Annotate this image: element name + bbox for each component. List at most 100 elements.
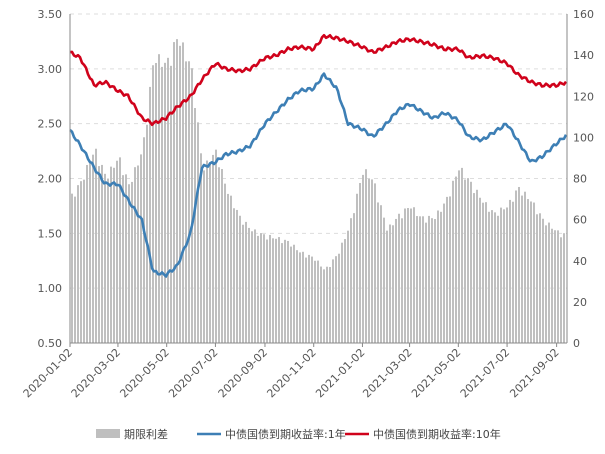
spread-bar [491, 210, 493, 343]
spread-bar [140, 154, 142, 343]
x-tick-label: 2020-07-02 [166, 346, 220, 400]
spread-bar [557, 230, 559, 343]
y-left-tick-label: 3.00 [38, 63, 63, 76]
spread-bar [446, 196, 448, 343]
spread-bar [263, 234, 265, 343]
spread-bar [101, 164, 103, 343]
spread-bar [458, 170, 460, 343]
spread-bar [245, 221, 247, 343]
spread-bar [461, 167, 463, 343]
spread-bar [188, 61, 190, 343]
spread-bar [401, 218, 403, 343]
spread-bar [149, 86, 151, 343]
yield-1y-line [69, 72, 568, 278]
spread-bar [281, 243, 283, 343]
spread-bar [467, 178, 469, 343]
spread-bar [413, 207, 415, 343]
spread-bar [116, 160, 118, 343]
spread-bar [374, 183, 376, 343]
spread-bar [290, 246, 292, 343]
x-tick-label: 2021-01-02 [313, 346, 367, 400]
spread-bar [308, 254, 310, 343]
spread-bar [179, 45, 181, 344]
spread-bar [341, 242, 343, 343]
y-right-tick-label: 20 [573, 296, 587, 309]
spread-bar [416, 216, 418, 343]
spread-bar [230, 195, 232, 343]
spread-bar [272, 238, 274, 343]
spread-bar [443, 203, 445, 343]
spread-bar [476, 189, 478, 343]
y-left-tick-label: 0.50 [38, 337, 63, 350]
spread-bar [518, 186, 520, 343]
spread-bar [278, 237, 280, 343]
y-right-tick-label: 140 [573, 49, 594, 62]
spread-bar [95, 148, 97, 343]
spread-bar [194, 108, 196, 343]
spread-bar [323, 269, 325, 343]
spread-bar [329, 267, 331, 343]
spread-bar [209, 164, 211, 343]
spread-bar [143, 137, 145, 343]
spread-bar [77, 185, 79, 343]
spread-bar [419, 216, 421, 343]
spread-bar [110, 166, 112, 343]
spread-bar [383, 217, 385, 343]
spread-bar [227, 193, 229, 343]
legend-label: 中债国债到期收益率:1年 [225, 427, 346, 441]
spread-bar [215, 149, 217, 343]
spread-bar [257, 235, 259, 343]
spread-bar [332, 259, 334, 343]
spread-bar [482, 202, 484, 343]
spread-bar [380, 205, 382, 343]
spread-bar [296, 250, 298, 343]
spread-bar [314, 260, 316, 343]
spread-bar [470, 181, 472, 343]
spread-bar [299, 252, 301, 343]
spread-bar [548, 222, 550, 343]
spread-bar [251, 231, 253, 343]
spread-bar [560, 237, 562, 343]
x-tick-label: 2020-11-02 [264, 346, 318, 400]
spread-bar [542, 218, 544, 343]
spread-bar [254, 229, 256, 343]
spread-bar [407, 208, 409, 343]
spread-bar [128, 184, 130, 343]
spread-bar [449, 196, 451, 343]
spread-bar [509, 199, 511, 343]
y-left-tick-label: 1.00 [38, 282, 63, 295]
spread-bar [275, 238, 277, 343]
spread-bar [236, 209, 238, 343]
spread-bar [437, 210, 439, 343]
spread-bar [83, 179, 85, 343]
spread-bar [563, 233, 565, 343]
lines-layer [69, 33, 568, 278]
spread-bar [266, 239, 268, 343]
spread-bar [320, 266, 322, 343]
spread-bar [119, 157, 121, 343]
spread-bar [527, 199, 529, 343]
spread-bar [350, 218, 352, 343]
spread-bar [221, 169, 223, 343]
spread-bar [353, 213, 355, 343]
spread-bar [203, 170, 205, 343]
legend-swatch [96, 429, 120, 438]
spread-bar [326, 266, 328, 343]
spread-bar [422, 216, 424, 343]
spread-bar [497, 215, 499, 343]
spread-bar [92, 154, 94, 343]
spread-bar [356, 193, 358, 343]
spread-bar [485, 202, 487, 343]
spread-bar [410, 208, 412, 343]
spread-bar [335, 256, 337, 343]
spread-bar [224, 183, 226, 343]
spread-bar [506, 207, 508, 343]
spread-bar [155, 62, 157, 344]
spread-bar [494, 212, 496, 343]
spread-bar [242, 224, 244, 343]
spread-bar [428, 215, 430, 343]
spread-bar [197, 122, 199, 343]
spread-bar [533, 202, 535, 343]
x-tick-label: 2021-07-02 [458, 346, 512, 400]
spread-bar [347, 230, 349, 343]
